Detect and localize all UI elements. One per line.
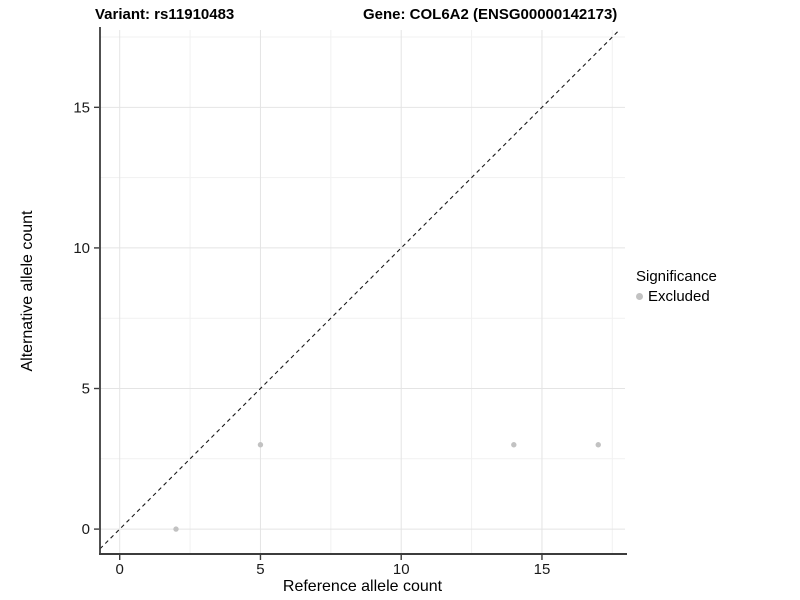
data-point <box>595 442 601 448</box>
identity-dashed-line <box>99 29 620 550</box>
x-tick-label: 15 <box>534 561 551 578</box>
x-axis-label: Reference allele count <box>282 578 443 595</box>
data-point <box>511 442 517 448</box>
legend-item-label: Excluded <box>648 288 710 305</box>
plot-title-gene: Gene: COL6A2 (ENSG00000142173) <box>363 6 618 23</box>
x-tick-label: 10 <box>393 561 410 578</box>
y-tick-label: 15 <box>73 99 90 116</box>
legend-item-excluded: Excluded <box>636 288 717 305</box>
y-tick-label: 5 <box>82 381 90 398</box>
legend-point-icon <box>636 293 643 300</box>
x-tick-label: 0 <box>116 561 124 578</box>
legend-title: Significance <box>636 268 717 285</box>
legend: Significance Excluded <box>636 268 717 305</box>
y-tick-label: 10 <box>73 240 90 257</box>
x-tick-label: 5 <box>256 561 264 578</box>
data-point <box>173 526 179 532</box>
data-point <box>257 442 264 448</box>
y-tick-label: 0 <box>82 521 90 538</box>
y-axis-label: Alternative allele count <box>19 210 36 372</box>
plot-title-variant: Variant: rs11910483 <box>95 6 235 23</box>
